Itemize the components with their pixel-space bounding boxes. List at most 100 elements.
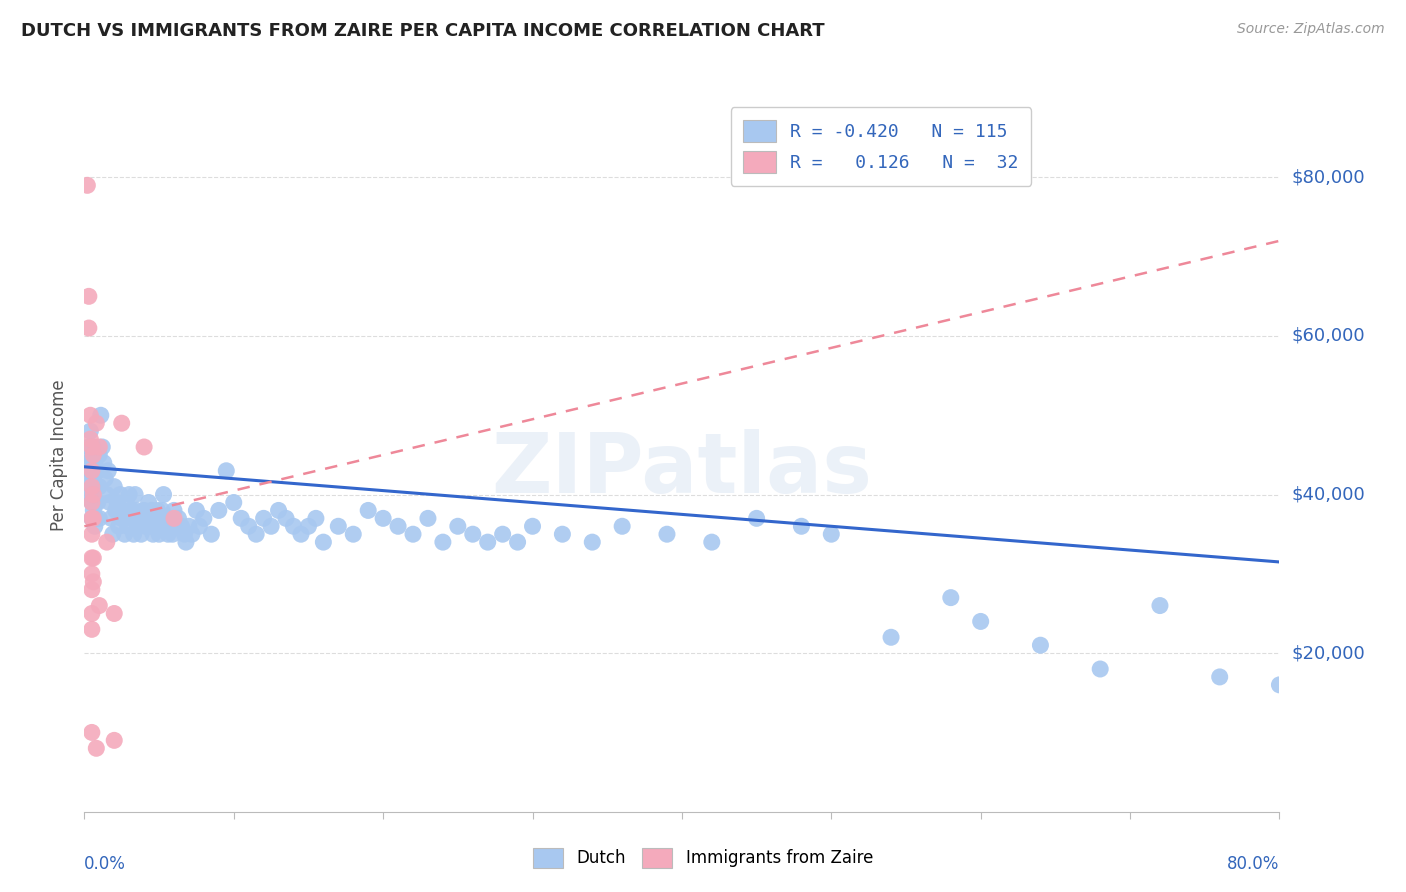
Point [80, 495, 103, 509]
Point [447, 519, 470, 533]
Point [150, 503, 173, 517]
Point [80, 725, 103, 739]
Point [148, 527, 170, 541]
Point [90, 409, 112, 423]
Point [127, 519, 149, 533]
Point [103, 607, 125, 621]
Point [80, 480, 103, 494]
Point [1208, 670, 1232, 684]
Point [110, 487, 132, 501]
Point [880, 630, 903, 644]
Point [80, 464, 103, 478]
Point [120, 511, 142, 525]
Point [461, 527, 484, 541]
Point [132, 440, 156, 454]
Point [186, 503, 208, 517]
Point [105, 495, 128, 509]
Point [477, 535, 499, 549]
Point [970, 615, 993, 629]
Point [125, 503, 148, 517]
Point [118, 487, 141, 501]
Point [111, 511, 134, 525]
Point [107, 519, 129, 533]
Point [132, 503, 156, 517]
Point [76, 456, 98, 470]
Point [402, 527, 425, 541]
Point [162, 527, 184, 541]
Point [79, 464, 101, 478]
Point [160, 519, 183, 533]
Point [416, 511, 439, 525]
Y-axis label: Per Capita Income: Per Capita Income [51, 379, 69, 531]
Point [215, 464, 238, 478]
Point [208, 503, 231, 517]
Point [103, 733, 125, 747]
Point [103, 480, 125, 494]
Point [267, 503, 290, 517]
Point [142, 527, 165, 541]
Point [260, 519, 283, 533]
Point [114, 527, 136, 541]
Point [581, 535, 603, 549]
Point [136, 511, 159, 525]
Point [79, 424, 101, 438]
Point [79, 432, 101, 446]
Text: $60,000: $60,000 [1291, 327, 1365, 345]
Point [86, 741, 108, 756]
Point [80, 582, 103, 597]
Point [820, 527, 842, 541]
Point [245, 527, 267, 541]
Point [80, 464, 103, 478]
Point [143, 519, 166, 533]
Point [145, 511, 167, 525]
Point [432, 535, 454, 549]
Point [357, 503, 380, 517]
Point [124, 487, 146, 501]
Point [312, 535, 335, 549]
Point [290, 527, 312, 541]
Point [82, 448, 104, 462]
Text: $80,000: $80,000 [1291, 169, 1365, 186]
Point [328, 519, 350, 533]
Point [274, 511, 297, 525]
Point [610, 519, 633, 533]
Point [82, 440, 104, 454]
Point [87, 495, 110, 509]
Point [253, 511, 276, 525]
Point [91, 440, 114, 454]
Point [89, 440, 111, 454]
Text: 80.0%: 80.0% [1227, 855, 1279, 872]
Text: 0.0%: 0.0% [84, 855, 127, 872]
Point [80, 607, 103, 621]
Point [551, 527, 574, 541]
Point [82, 472, 104, 486]
Point [96, 487, 118, 501]
Point [128, 511, 150, 525]
Point [173, 527, 195, 541]
Point [745, 511, 768, 525]
Point [98, 495, 121, 509]
Point [138, 495, 160, 509]
Point [80, 566, 103, 581]
Point [89, 480, 111, 494]
Point [80, 495, 103, 509]
Point [82, 487, 104, 501]
Point [163, 511, 186, 525]
Point [97, 464, 120, 478]
Point [174, 535, 197, 549]
Point [149, 519, 172, 533]
Point [101, 527, 124, 541]
Point [146, 503, 169, 517]
Point [159, 511, 181, 525]
Point [96, 535, 118, 549]
Legend: R = -0.420   N = 115, R =   0.126   N =  32: R = -0.420 N = 115, R = 0.126 N = 32 [731, 107, 1032, 186]
Legend: Dutch, Immigrants from Zaire: Dutch, Immigrants from Zaire [526, 841, 880, 875]
Point [79, 409, 101, 423]
Point [86, 495, 108, 509]
Point [371, 511, 394, 525]
Point [82, 574, 104, 589]
Point [387, 519, 409, 533]
Point [790, 519, 813, 533]
Point [188, 519, 211, 533]
Point [77, 440, 100, 454]
